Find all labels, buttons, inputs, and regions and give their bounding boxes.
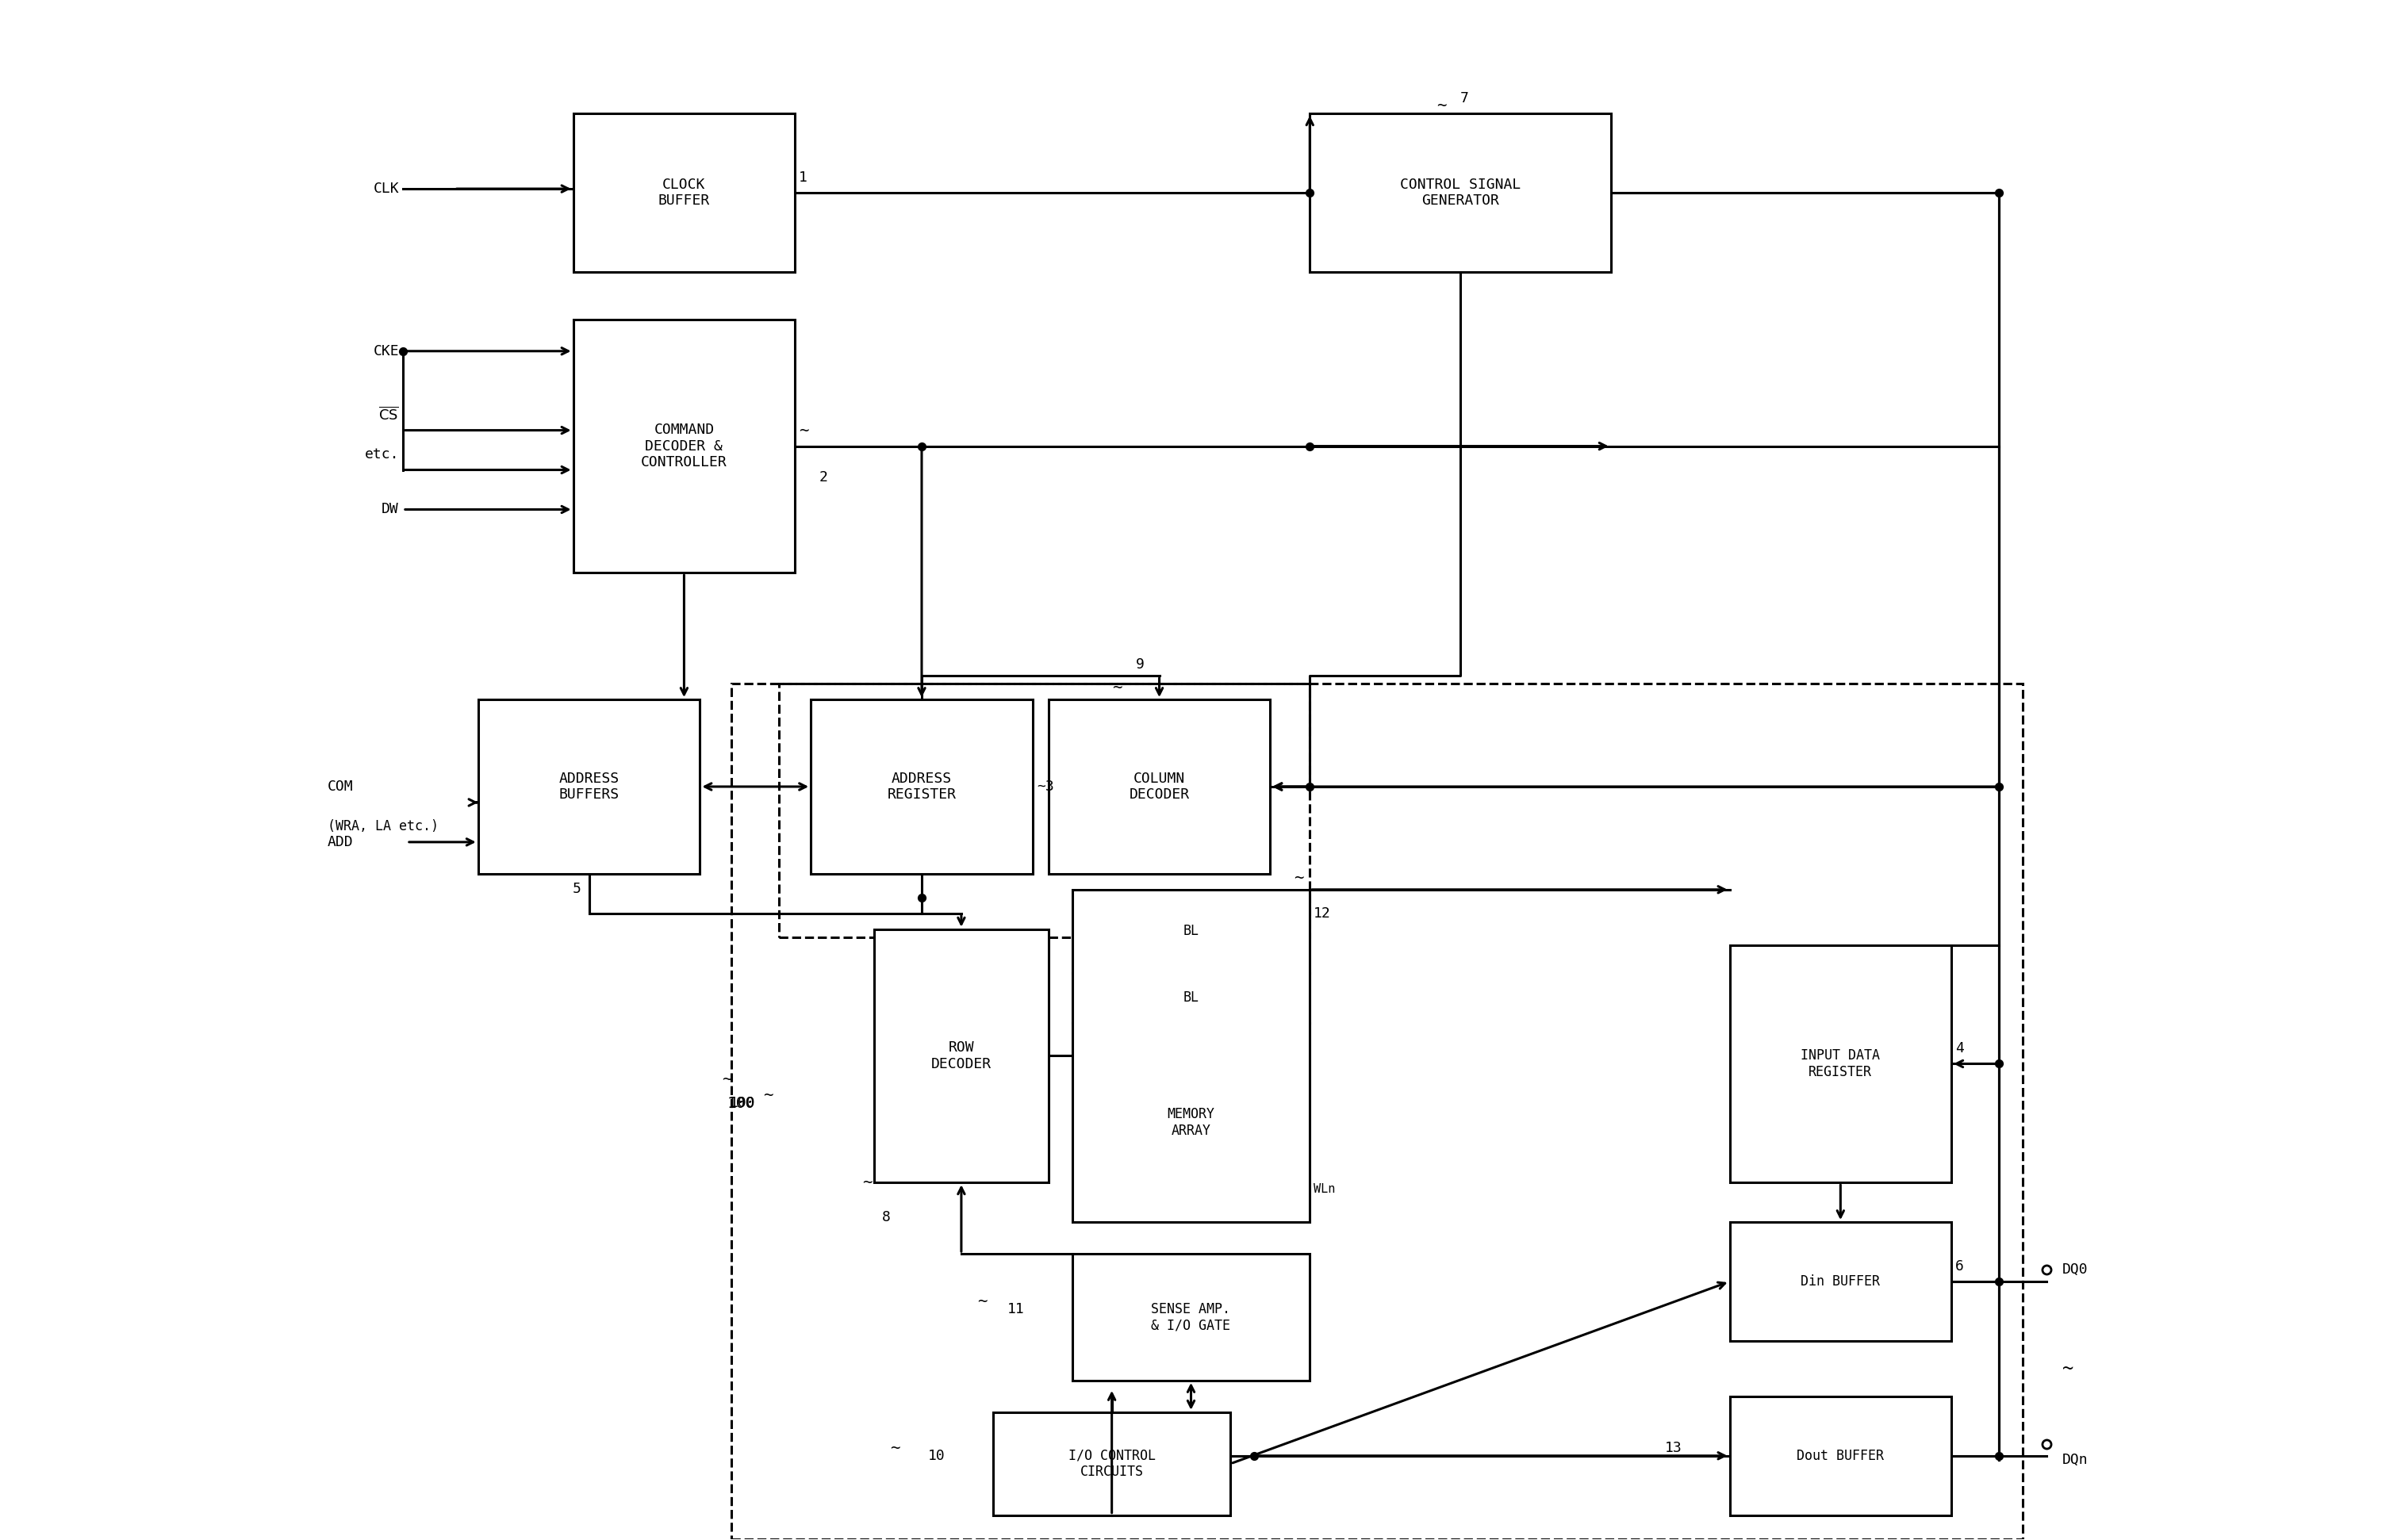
Text: ~: ~ bbox=[798, 422, 810, 439]
Text: CLK: CLK bbox=[374, 182, 398, 196]
Bar bbox=[810, 699, 1031, 873]
Bar bbox=[479, 699, 700, 873]
Text: ~: ~ bbox=[891, 1440, 900, 1455]
Text: (WRA, LA etc.): (WRA, LA etc.) bbox=[329, 819, 438, 833]
Text: CKE: CKE bbox=[374, 343, 398, 359]
Bar bbox=[731, 684, 2022, 1538]
Text: BL: BL bbox=[1184, 990, 1198, 1004]
Bar bbox=[1729, 946, 1951, 1183]
Bar bbox=[1310, 114, 1610, 273]
Text: DQ0: DQ0 bbox=[2063, 1263, 2089, 1277]
Text: COLUMN
DECODER: COLUMN DECODER bbox=[1129, 772, 1189, 802]
Text: 13: 13 bbox=[1665, 1441, 1682, 1455]
Bar bbox=[874, 929, 1048, 1183]
Text: CLOCK
BUFFER: CLOCK BUFFER bbox=[657, 177, 710, 208]
Point bbox=[384, 339, 422, 363]
Point bbox=[1291, 775, 1329, 799]
Point bbox=[1979, 180, 2018, 205]
Text: COM: COM bbox=[329, 779, 353, 793]
Text: 5: 5 bbox=[572, 882, 581, 896]
Point bbox=[1979, 1052, 2018, 1076]
Text: DW: DW bbox=[381, 502, 398, 516]
Bar bbox=[779, 684, 1310, 936]
Text: ~: ~ bbox=[762, 1087, 774, 1103]
Bar bbox=[993, 1412, 1231, 1515]
Text: $\overline{\mathrm{CS}}$: $\overline{\mathrm{CS}}$ bbox=[379, 407, 398, 422]
Text: ~: ~ bbox=[862, 1175, 872, 1190]
Text: 11: 11 bbox=[1008, 1303, 1024, 1317]
Text: 8: 8 bbox=[881, 1210, 891, 1224]
Bar bbox=[1729, 1397, 1951, 1515]
Point bbox=[1979, 775, 2018, 799]
Text: ~: ~ bbox=[2063, 1360, 2075, 1378]
Point bbox=[903, 885, 941, 910]
Point bbox=[1979, 1443, 2018, 1468]
Text: I/O CONTROL
CIRCUITS: I/O CONTROL CIRCUITS bbox=[1067, 1448, 1155, 1478]
Text: ~: ~ bbox=[977, 1294, 986, 1309]
Bar bbox=[1048, 699, 1270, 873]
Text: 6: 6 bbox=[1956, 1260, 1965, 1274]
Text: ~: ~ bbox=[1293, 870, 1303, 885]
Bar bbox=[574, 319, 796, 573]
Bar bbox=[1072, 1254, 1310, 1380]
Text: 100: 100 bbox=[727, 1096, 755, 1110]
Text: 2: 2 bbox=[819, 470, 827, 484]
Text: 12: 12 bbox=[1315, 906, 1332, 921]
Text: 4: 4 bbox=[1956, 1041, 1965, 1056]
Text: Din BUFFER: Din BUFFER bbox=[1801, 1275, 1879, 1289]
Point bbox=[903, 434, 941, 459]
Text: 7: 7 bbox=[1460, 91, 1470, 106]
Bar bbox=[1729, 1223, 1951, 1341]
Text: 9: 9 bbox=[1136, 658, 1143, 671]
Text: etc.: etc. bbox=[364, 447, 398, 460]
Point bbox=[1979, 1269, 2018, 1294]
Text: INPUT DATA
REGISTER: INPUT DATA REGISTER bbox=[1801, 1049, 1879, 1080]
Text: 1: 1 bbox=[798, 171, 807, 185]
Bar bbox=[574, 114, 796, 273]
Text: ~3: ~3 bbox=[1036, 779, 1053, 793]
Point bbox=[1291, 434, 1329, 459]
Text: ROW
DECODER: ROW DECODER bbox=[931, 1041, 991, 1072]
Text: ~: ~ bbox=[1436, 97, 1446, 114]
Bar bbox=[1072, 890, 1310, 1223]
Text: ~: ~ bbox=[1112, 679, 1122, 696]
Point bbox=[1291, 180, 1329, 205]
Text: CONTROL SIGNAL
GENERATOR: CONTROL SIGNAL GENERATOR bbox=[1401, 177, 1520, 208]
Text: ADDRESS
REGISTER: ADDRESS REGISTER bbox=[886, 772, 955, 802]
Point bbox=[1236, 1443, 1274, 1468]
Text: ~: ~ bbox=[722, 1072, 731, 1087]
Text: DQn: DQn bbox=[2063, 1452, 2089, 1466]
Text: MEMORY
ARRAY: MEMORY ARRAY bbox=[1167, 1107, 1215, 1138]
Text: SENSE AMP.
& I/O GATE: SENSE AMP. & I/O GATE bbox=[1151, 1301, 1231, 1332]
Text: COMMAND
DECODER &
CONTROLLER: COMMAND DECODER & CONTROLLER bbox=[641, 422, 727, 470]
Text: Dout BUFFER: Dout BUFFER bbox=[1796, 1449, 1884, 1463]
Text: ADD: ADD bbox=[329, 835, 353, 849]
Text: WLn: WLn bbox=[1315, 1183, 1336, 1195]
Text: BL: BL bbox=[1184, 924, 1198, 938]
Text: 100: 100 bbox=[729, 1096, 755, 1110]
Text: 10: 10 bbox=[929, 1449, 946, 1463]
Text: ADDRESS
BUFFERS: ADDRESS BUFFERS bbox=[560, 772, 619, 802]
